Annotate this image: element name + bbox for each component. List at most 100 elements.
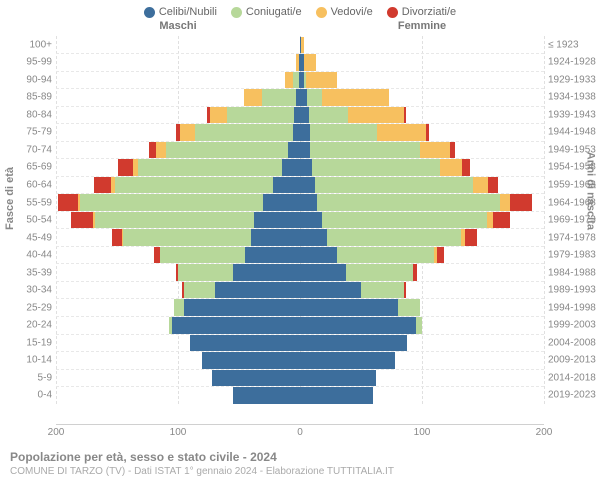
birth-year-label: 1984-1988 — [548, 267, 596, 278]
bar-female — [300, 387, 544, 405]
age-row: 20-241999-2003 — [56, 317, 544, 335]
bar-segment — [160, 247, 245, 264]
bar-segment — [184, 299, 300, 316]
bar-female — [300, 264, 544, 282]
bar-male — [56, 317, 300, 335]
row-divider — [56, 246, 544, 247]
age-row: 10-142009-2013 — [56, 352, 544, 370]
chart-rows: 100+≤ 192395-991924-192890-941929-193385… — [56, 36, 544, 404]
legend-label: Celibi/Nubili — [159, 6, 217, 18]
bar-male — [56, 352, 300, 370]
bar-male — [56, 334, 300, 352]
bar-segment — [254, 212, 300, 229]
bar-female — [300, 246, 544, 264]
bar-female — [300, 299, 544, 317]
age-label: 60-64 — [6, 180, 52, 191]
bar-segment — [293, 124, 300, 141]
bar-segment — [210, 107, 227, 124]
legend-item: Vedovi/e — [316, 6, 373, 18]
x-axis-tick: 100 — [414, 427, 431, 438]
bar-segment — [288, 142, 300, 159]
bar-segment — [95, 212, 254, 229]
chart-subtitle: COMUNE DI TARZO (TV) - Dati ISTAT 1° gen… — [10, 464, 590, 477]
bar-female — [300, 36, 544, 54]
bar-female — [300, 369, 544, 387]
bar-segment — [112, 229, 122, 246]
legend-label: Vedovi/e — [331, 6, 373, 18]
birth-year-label: 1949-1953 — [548, 144, 596, 155]
age-row: 35-391984-1988 — [56, 264, 544, 282]
row-divider — [56, 386, 544, 387]
age-label: 40-44 — [6, 250, 52, 261]
header-females: Femmine — [300, 20, 544, 32]
birth-year-label: 1944-1948 — [548, 127, 596, 138]
x-axis-tick: 0 — [297, 427, 303, 438]
bar-segment — [282, 159, 300, 176]
bar-segment — [262, 89, 296, 106]
bar-male — [56, 124, 300, 142]
bar-segment — [300, 317, 416, 334]
bar-segment — [202, 352, 300, 369]
age-label: 30-34 — [6, 285, 52, 296]
age-label: 15-19 — [6, 337, 52, 348]
bar-segment — [426, 124, 430, 141]
age-row: 75-791944-1948 — [56, 124, 544, 142]
bar-male — [56, 71, 300, 89]
row-divider — [56, 334, 544, 335]
row-divider — [56, 71, 544, 72]
bar-segment — [440, 159, 462, 176]
age-label: 70-74 — [6, 144, 52, 155]
age-row: 95-991924-1928 — [56, 54, 544, 72]
birth-year-label: 1934-1938 — [548, 92, 596, 103]
bar-segment — [300, 212, 322, 229]
bar-female — [300, 54, 544, 72]
bar-segment — [300, 89, 307, 106]
bar-segment — [309, 107, 348, 124]
bar-segment — [300, 194, 317, 211]
birth-year-label: 2014-2018 — [548, 372, 596, 383]
bar-male — [56, 106, 300, 124]
bar-segment — [233, 387, 300, 404]
bar-segment — [377, 124, 426, 141]
bar-segment — [118, 159, 133, 176]
birth-year-label: 2004-2008 — [548, 337, 596, 348]
bar-segment — [500, 194, 510, 211]
age-row: 65-691954-1958 — [56, 159, 544, 177]
age-row: 55-591964-1968 — [56, 194, 544, 212]
row-divider — [56, 351, 544, 352]
bar-segment — [178, 264, 233, 281]
row-divider — [56, 158, 544, 159]
bar-male — [56, 387, 300, 405]
bar-segment — [80, 194, 263, 211]
header-males: Maschi — [56, 20, 300, 32]
birth-year-label: 1979-1983 — [548, 250, 596, 261]
birth-year-label: 1939-1943 — [548, 109, 596, 120]
bar-segment — [488, 177, 498, 194]
bar-male — [56, 176, 300, 194]
age-label: 80-84 — [6, 109, 52, 120]
chart-title: Popolazione per età, sesso e stato civil… — [10, 450, 590, 464]
bar-male — [56, 194, 300, 212]
bar-segment — [58, 194, 78, 211]
bar-female — [300, 106, 544, 124]
legend-swatch — [316, 7, 327, 18]
age-label: 25-29 — [6, 302, 52, 313]
bar-segment — [149, 142, 156, 159]
bar-segment — [300, 107, 309, 124]
age-label: 50-54 — [6, 215, 52, 226]
bar-segment — [251, 229, 300, 246]
bar-female — [300, 281, 544, 299]
legend-label: Divorziati/e — [402, 6, 456, 18]
row-divider — [56, 53, 544, 54]
age-row: 5-92014-2018 — [56, 369, 544, 387]
legend-swatch — [144, 7, 155, 18]
row-divider — [56, 228, 544, 229]
bar-segment — [493, 212, 510, 229]
bar-segment — [94, 177, 111, 194]
column-headers: Maschi Femmine — [0, 20, 600, 34]
bar-segment — [300, 177, 315, 194]
bar-male — [56, 211, 300, 229]
bar-male — [56, 264, 300, 282]
birth-year-label: 1989-1993 — [548, 285, 596, 296]
age-label: 55-59 — [6, 197, 52, 208]
